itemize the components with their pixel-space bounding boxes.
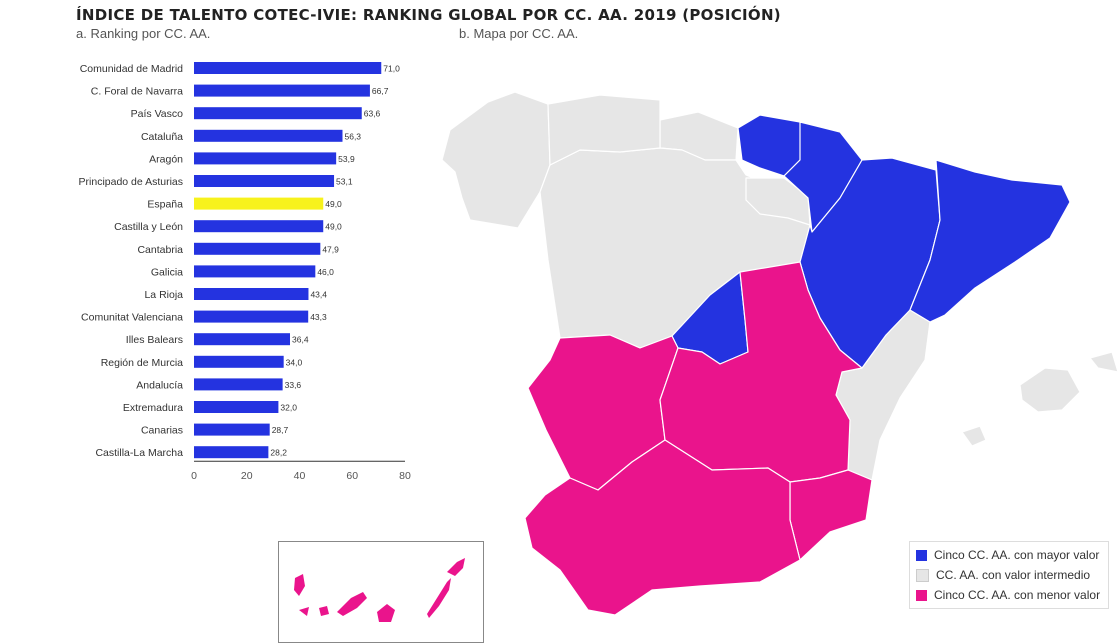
- map-region-la-rioja: [745, 177, 811, 226]
- legend-label-bottom: Cinco CC. AA. con menor valor: [934, 588, 1101, 602]
- category-label: Principado de Asturias: [79, 176, 183, 188]
- legend-label-top: Cinco CC. AA. con mayor valor: [934, 548, 1100, 562]
- category-label: La Rioja: [144, 289, 183, 301]
- bar: [194, 446, 269, 459]
- legend-swatch-top: [916, 549, 927, 561]
- bar: [194, 288, 309, 300]
- value-label: 36,4: [292, 335, 309, 345]
- value-label: 66,7: [372, 86, 389, 96]
- spain-map: [441, 91, 1118, 616]
- category-label: Cataluña: [141, 131, 183, 143]
- x-tick-label: 40: [294, 470, 306, 482]
- category-label: Andalucía: [136, 379, 183, 391]
- legend-swatch-middle: [916, 568, 929, 582]
- x-tick-label: 60: [346, 470, 358, 482]
- value-label: 33,6: [285, 380, 302, 390]
- map-region-galicia: [441, 91, 551, 229]
- category-label: España: [147, 199, 183, 211]
- bar: [194, 310, 309, 323]
- value-label: 53,1: [336, 177, 353, 187]
- bar: [194, 333, 291, 346]
- map-region-andalucia: [524, 439, 801, 616]
- bar: [194, 220, 324, 233]
- value-label: 49,0: [325, 199, 342, 209]
- category-label: Castilla y León: [114, 221, 183, 233]
- bar: [194, 175, 335, 187]
- category-label: Extremadura: [123, 402, 183, 414]
- value-label: 49,0: [325, 222, 342, 232]
- bar: [194, 378, 283, 391]
- legend-label-middle: CC. AA. con valor intermedio: [936, 568, 1091, 582]
- value-label: 32,0: [280, 403, 297, 413]
- x-tick-label: 0: [191, 470, 197, 482]
- bar: [194, 355, 284, 368]
- value-label: 53,9: [338, 154, 355, 164]
- value-label: 43,4: [310, 290, 327, 300]
- island-lanzarote: [447, 558, 465, 576]
- map-region-cataluna: [909, 159, 1071, 323]
- category-label: Illes Balears: [126, 334, 183, 346]
- bar: [194, 152, 337, 165]
- category-label: Galicia: [151, 266, 183, 278]
- map-region-asturias: [547, 94, 661, 166]
- legend-item-top: Cinco CC. AA. con mayor valor: [916, 545, 1102, 565]
- value-label: 63,6: [364, 109, 381, 119]
- island-la-gomera: [319, 606, 329, 616]
- category-label: Castilla-La Marcha: [95, 447, 183, 459]
- x-tick-label: 20: [241, 470, 253, 482]
- value-label: 56,3: [344, 131, 361, 141]
- category-label: C. Foral de Navarra: [91, 86, 183, 98]
- legend-item-middle: CC. AA. con valor intermedio: [916, 565, 1102, 585]
- bar: [194, 197, 324, 210]
- legend-item-bottom: Cinco CC. AA. con menor valor: [916, 585, 1102, 605]
- value-label: 34,0: [286, 357, 303, 367]
- chart-title: ÍNDICE DE TALENTO COTEC-IVIE: RANKING GL…: [76, 6, 781, 24]
- x-tick-label: 80: [399, 470, 411, 482]
- island-gran-canaria: [377, 604, 395, 622]
- map-region-murcia: [789, 469, 873, 561]
- category-label: Región de Murcia: [101, 357, 183, 369]
- category-label: Aragón: [149, 153, 183, 165]
- value-label: 71,0: [383, 64, 400, 74]
- category-label: Comunitat Valenciana: [81, 312, 183, 324]
- value-label: 43,3: [310, 312, 327, 322]
- island-el-hierro: [299, 607, 309, 616]
- bar: [194, 265, 316, 278]
- category-label: Canarias: [141, 425, 183, 437]
- bar: [194, 129, 343, 142]
- chart-a-subtitle: a. Ranking por CC. AA.: [76, 26, 211, 41]
- legend-swatch-bottom: [916, 589, 927, 601]
- island-fuerteventura: [427, 578, 451, 618]
- bar: [194, 62, 382, 74]
- island-la-palma: [294, 574, 305, 596]
- bar: [194, 401, 279, 413]
- bar: [194, 423, 270, 436]
- bar: [194, 84, 370, 97]
- value-label: 28,2: [270, 448, 287, 458]
- category-label: Comunidad de Madrid: [80, 63, 183, 75]
- island-tenerife: [337, 592, 367, 616]
- chart-b-subtitle: b. Mapa por CC. AA.: [459, 26, 579, 41]
- value-label: 47,9: [322, 244, 339, 254]
- canarias-inset: [278, 541, 484, 643]
- bar: [194, 242, 321, 255]
- canarias-map: [294, 558, 465, 622]
- category-label: Cantabria: [137, 244, 183, 256]
- bar: [194, 107, 362, 120]
- map-region-baleares: [961, 351, 1118, 447]
- ranking-bar-chart: Comunidad de Madrid 71,0 C. Foral de Navar…: [79, 62, 411, 482]
- value-label: 28,7: [272, 425, 289, 435]
- value-label: 46,0: [317, 267, 334, 277]
- map-legend: Cinco CC. AA. con mayor valor CC. AA. co…: [909, 541, 1109, 609]
- category-label: País Vasco: [131, 108, 183, 120]
